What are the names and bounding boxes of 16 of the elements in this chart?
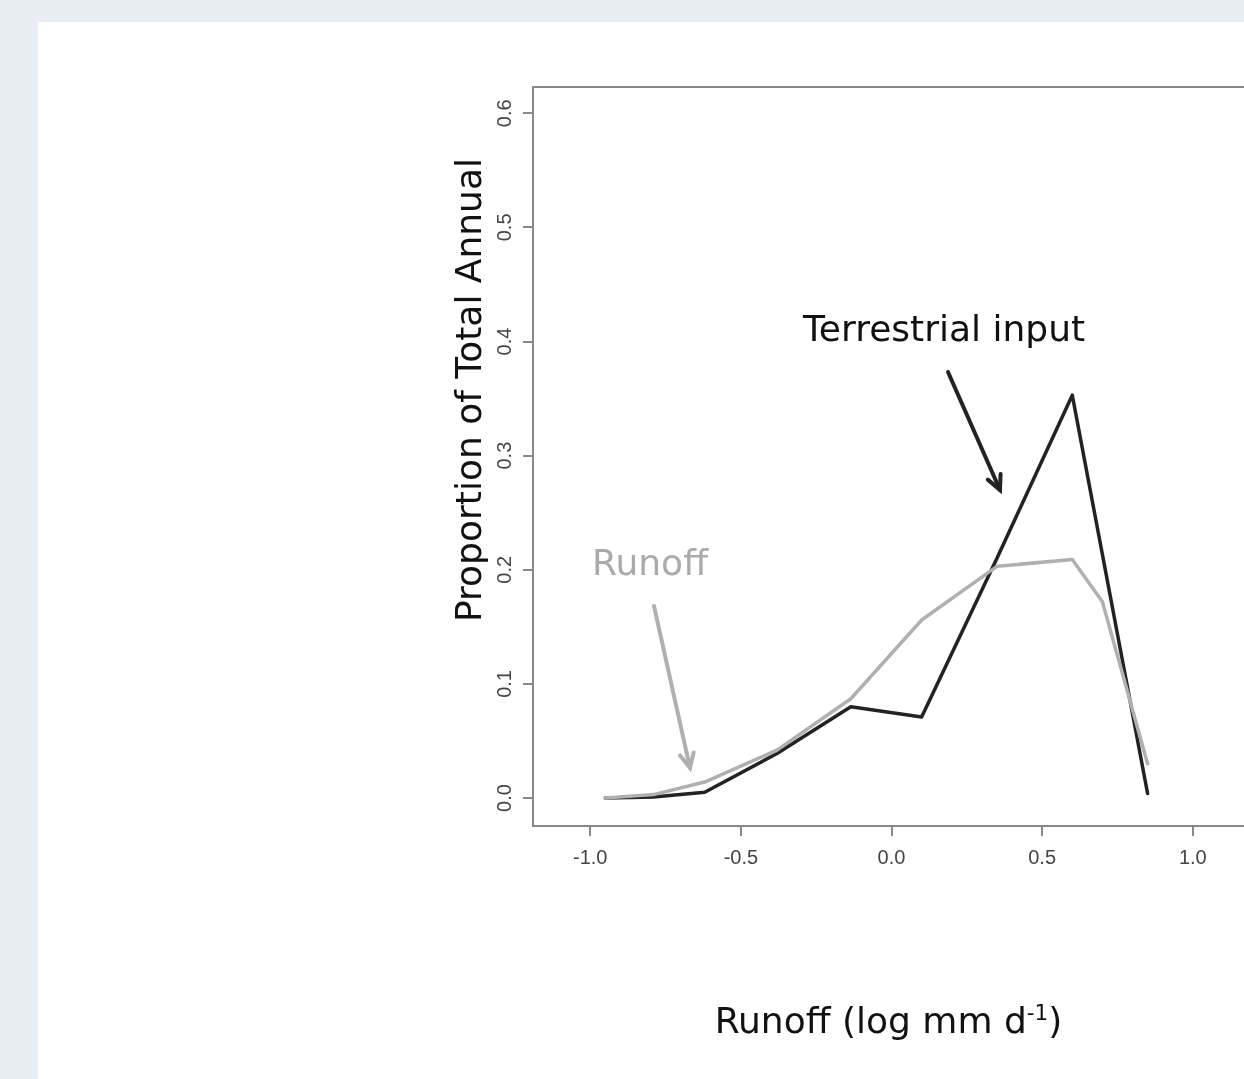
annotation: Runoff [592,542,710,584]
x-tick-label: -1.0 [573,845,608,868]
y-tick-label: 0.1 [492,670,515,698]
y-tick-label: 0.5 [492,213,515,242]
annotation: Terrestrial input [801,308,1086,350]
y-tick-label: 0.6 [492,99,515,128]
x-tick-label: 1.0 [1178,845,1207,868]
x-tick-label: 0.0 [877,845,906,868]
y-tick-label: 0.2 [492,555,515,584]
x-tick-label: -0.5 [723,845,759,868]
y-axis-title: Proportion of Total Annual [447,158,489,622]
y-tick-label: 0.4 [492,327,515,356]
x-tick-label: 0.5 [1028,845,1057,868]
x-axis-title: Runoff (log mm d$^{-1}$) [713,1000,1064,1041]
y-tick-label: 0.0 [492,784,515,812]
y-tick-label: 0.3 [492,441,515,470]
